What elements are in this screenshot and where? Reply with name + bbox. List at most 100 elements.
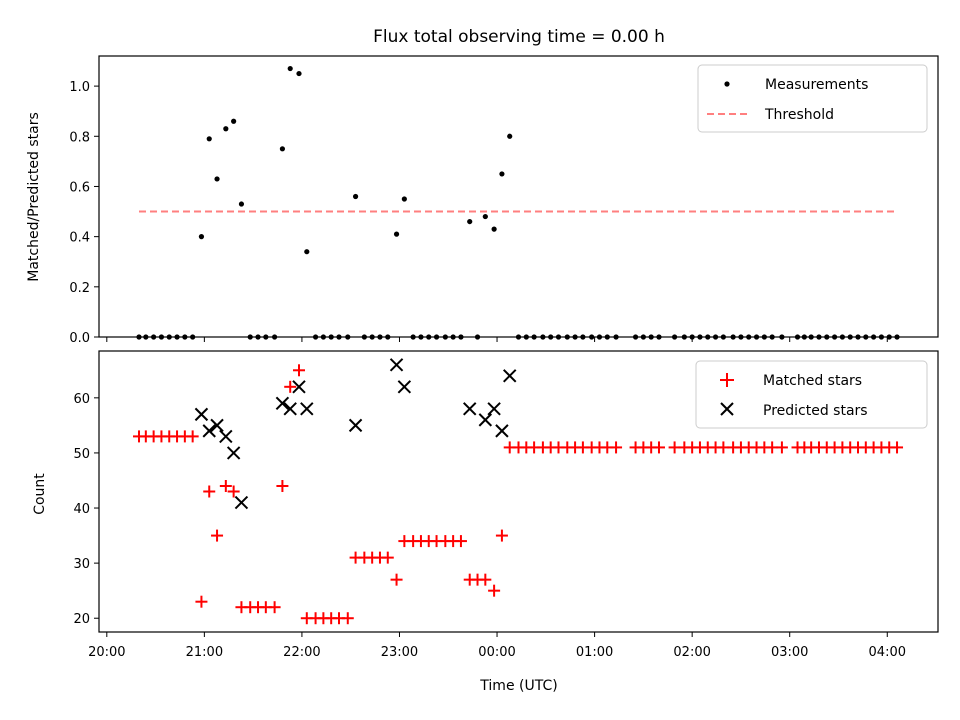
measurement-point <box>467 218 473 225</box>
x-tick-label: 21:00 <box>186 645 223 660</box>
legend-matched-marker <box>720 373 734 387</box>
matched-point <box>203 485 216 498</box>
chart-title: Flux total observing time = 0.00 h <box>373 27 665 47</box>
legend-predicted-label: Predicted stars <box>763 403 868 419</box>
bottom-y-tick-label: 30 <box>73 557 90 572</box>
matched-point <box>610 441 623 454</box>
top-y-tick-label: 0.6 <box>69 180 90 195</box>
matched-point <box>219 479 232 492</box>
measurement-point <box>198 234 205 240</box>
measurement-point <box>393 231 400 237</box>
predicted-point <box>463 402 477 416</box>
legend-threshold-label: Threshold <box>764 107 834 123</box>
measurement-point <box>287 65 293 72</box>
predicted-stars-series <box>194 358 517 510</box>
predicted-point <box>275 396 290 411</box>
x-tick-label: 03:00 <box>771 645 808 660</box>
measurement-point <box>304 249 310 255</box>
matched-point <box>268 601 281 614</box>
matched-point <box>341 612 354 625</box>
predicted-point <box>487 402 501 416</box>
top-y-tick-label: 0.8 <box>69 130 90 145</box>
bottom-legend: Matched stars Predicted stars <box>695 360 928 429</box>
measurement-point <box>507 133 513 139</box>
top-y-tick-label: 0.0 <box>69 331 90 346</box>
measurement-point <box>238 201 245 207</box>
x-tick-label: 02:00 <box>673 645 710 660</box>
predicted-point <box>348 418 363 433</box>
predicted-point <box>495 424 509 438</box>
predicted-point <box>292 380 306 394</box>
bottom-panel: 20:00 21:00 22:00 23:00 00:00 01:00 02:00 03:00… <box>32 350 939 694</box>
top-axis-ticks: 0.0 0.2 0.4 0.6 0.8 1.0 <box>69 80 888 346</box>
bottom-legend-frame <box>695 360 928 429</box>
predicted-point <box>226 446 241 460</box>
predicted-point <box>478 413 493 427</box>
predicted-point <box>219 429 233 444</box>
measurement-point <box>401 196 407 202</box>
matched-point <box>488 584 501 597</box>
matched-point <box>891 441 904 454</box>
x-tick-label: 20:00 <box>88 645 125 660</box>
matched-point <box>195 595 208 608</box>
measurement-point <box>482 213 488 220</box>
measurement-point <box>296 70 302 77</box>
legend-matched-label: Matched stars <box>763 373 862 389</box>
matched-point <box>186 430 199 443</box>
top-y-tick-label: 0.4 <box>69 231 90 246</box>
legend-measurements-label: Measurements <box>765 77 868 93</box>
x-tick-label: 00:00 <box>478 645 515 660</box>
bottom-axis-ticks: 20:00 21:00 22:00 23:00 00:00 01:00 02:00 03:00… <box>73 392 906 660</box>
bottom-plot-frame <box>98 350 939 633</box>
top-panel: 0.0 0.2 0.4 0.6 0.8 1.0 Matched/Predicted sta… <box>26 55 939 346</box>
measurement-point <box>231 118 237 124</box>
bottom-y-tick-label: 40 <box>73 502 90 517</box>
x-tick-label: 22:00 <box>283 645 320 660</box>
bottom-y-axis-label: Count <box>32 473 48 515</box>
top-y-tick-label: 0.2 <box>69 281 90 296</box>
measurement-point <box>206 136 212 142</box>
matched-stars-series <box>132 364 904 625</box>
matched-point <box>284 380 297 393</box>
matched-point <box>390 573 403 586</box>
predicted-point <box>234 495 249 510</box>
matched-point <box>454 535 467 548</box>
predicted-point <box>503 369 517 383</box>
top-plot-frame <box>98 55 939 338</box>
matched-point <box>276 479 289 492</box>
top-legend: Measurements Threshold <box>697 64 928 133</box>
predicted-point <box>194 407 209 422</box>
predicted-point <box>210 418 224 433</box>
measurement-point <box>279 146 286 152</box>
x-tick-label: 01:00 <box>576 645 613 660</box>
measurement-point <box>352 193 359 200</box>
predicted-point <box>389 358 404 372</box>
top-legend-frame <box>697 64 928 133</box>
matched-point <box>495 529 508 542</box>
x-axis-label: Time (UTC) <box>479 678 557 694</box>
measurement-point <box>223 126 229 132</box>
top-y-axis-label: Matched/Predicted stars <box>26 112 42 282</box>
matched-point <box>292 364 305 377</box>
bottom-y-tick-label: 50 <box>73 447 90 462</box>
measurement-point <box>491 226 497 232</box>
legend-measurements-marker <box>724 81 730 87</box>
x-tick-label: 04:00 <box>869 645 906 660</box>
predicted-point <box>202 424 216 438</box>
predicted-point <box>283 402 297 416</box>
matched-point <box>652 441 665 454</box>
measurement-point <box>499 171 505 177</box>
matched-point <box>211 529 224 542</box>
x-tick-label: 23:00 <box>381 645 418 660</box>
predicted-point <box>300 402 314 416</box>
matched-point <box>479 573 492 586</box>
predicted-point <box>397 380 412 394</box>
matched-point <box>381 551 394 564</box>
bottom-y-tick-label: 60 <box>73 392 90 407</box>
bottom-y-tick-label: 20 <box>73 612 90 627</box>
matched-point <box>227 485 240 498</box>
legend-predicted-marker <box>720 402 734 416</box>
measurement-point <box>214 176 220 182</box>
matched-point <box>775 441 788 454</box>
